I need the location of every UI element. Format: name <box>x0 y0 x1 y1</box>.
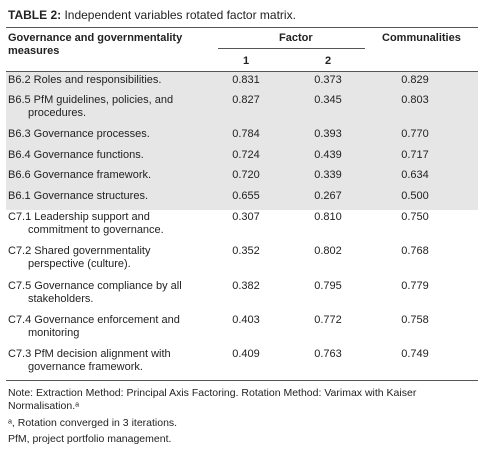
factor-2-loading: 0.795 <box>314 280 342 292</box>
communality-value: 0.750 <box>401 211 429 223</box>
factor-2-loading: 0.393 <box>314 128 342 140</box>
factor-1-loading: 0.784 <box>232 128 260 140</box>
bottom-rule <box>6 380 478 381</box>
top-rule <box>6 27 478 28</box>
row-label-line1: B6.5 PfM guidelines, policies, and <box>8 94 174 106</box>
factor-1-loading: 0.655 <box>232 190 260 202</box>
factor-2-loading: 0.439 <box>314 149 342 161</box>
factor-2-loading: 0.763 <box>314 348 342 360</box>
caption-text: Independent variables rotated factor mat… <box>64 8 296 22</box>
row-label-line2: commitment to governance. <box>28 224 164 236</box>
note-line2: Normalisation.ᵃ <box>8 400 80 412</box>
communality-value: 0.779 <box>401 280 429 292</box>
row-label: B6.4 Governance functions. <box>8 149 208 162</box>
factor-1-loading: 0.382 <box>232 280 260 292</box>
row-label-line1: B6.2 Roles and responsibilities. <box>8 74 162 86</box>
row-label: B6.6 Governance framework. <box>8 169 208 182</box>
communality-value: 0.758 <box>401 314 429 326</box>
factor-2-loading: 0.345 <box>314 94 342 106</box>
row-label: C7.1 Leadership support and commitment to… <box>8 211 208 237</box>
caption-label: TABLE 2: <box>8 8 62 22</box>
row-label-line1: C7.1 Leadership support and <box>8 211 150 223</box>
factor-2-loading: 0.267 <box>314 190 342 202</box>
row-label-line2: governance framework. <box>28 361 143 373</box>
header-factor: Factor <box>279 32 313 44</box>
factor-1-loading: 0.827 <box>232 94 260 106</box>
factor-2-loading: 0.373 <box>314 74 342 86</box>
footnote-a: ᵃ, Rotation converged in 3 iterations. <box>8 417 178 429</box>
row-label-line2: stakeholders. <box>28 293 94 305</box>
row-label-line1: B6.4 Governance functions. <box>8 149 144 161</box>
row-label-line2: procedures. <box>28 107 87 119</box>
header-measures-line1: Governance and governmentality <box>8 32 183 44</box>
communality-value: 0.768 <box>401 245 429 257</box>
factor-underline <box>218 48 365 49</box>
row-label-line1: B6.6 Governance framework. <box>8 169 152 181</box>
factor-1-loading: 0.720 <box>232 169 260 181</box>
factor-1-loading: 0.352 <box>232 245 260 257</box>
row-label: C7.4 Governance enforcement and monitorin… <box>8 314 208 340</box>
header-measures-line2: measures <box>8 45 60 57</box>
row-label-line1: B6.1 Governance structures. <box>8 190 149 202</box>
communality-value: 0.749 <box>401 348 429 360</box>
row-label-line2: monitoring <box>28 327 80 339</box>
communality-value: 0.803 <box>401 94 429 106</box>
row-label-line1: C7.5 Governance compliance by all <box>8 280 182 292</box>
shaded-block-b6 <box>6 72 478 210</box>
table-caption: TABLE 2: Independent variables rotated f… <box>8 8 296 22</box>
row-label-line1: C7.4 Governance enforcement and <box>8 314 180 326</box>
row-label: C7.2 Shared governmentality perspective (… <box>8 245 208 271</box>
header-factor-1: 1 <box>242 55 250 67</box>
factor-1-loading: 0.724 <box>232 149 260 161</box>
header-factor-2: 2 <box>324 55 332 67</box>
communality-value: 0.829 <box>401 74 429 86</box>
row-label: C7.3 PfM decision alignment with governan… <box>8 348 208 374</box>
factor-2-loading: 0.339 <box>314 169 342 181</box>
note-line1: Note: Extraction Method: Principal Axis … <box>8 387 417 399</box>
factor-2-loading: 0.772 <box>314 314 342 326</box>
row-label-line1: C7.2 Shared governmentality <box>8 245 151 257</box>
row-label-line1: C7.3 PfM decision alignment with <box>8 348 171 360</box>
row-label: C7.5 Governance compliance by all stakeho… <box>8 280 208 306</box>
row-label: B6.5 PfM guidelines, policies, and proced… <box>8 94 208 120</box>
factor-1-loading: 0.831 <box>232 74 260 86</box>
row-label: B6.3 Governance processes. <box>8 128 208 141</box>
row-label: B6.2 Roles and responsibilities. <box>8 74 208 87</box>
header-measures: Governance and governmentality measures <box>8 32 182 58</box>
factor-1-loading: 0.409 <box>232 348 260 360</box>
factor-2-loading: 0.802 <box>314 245 342 257</box>
row-label-line1: B6.3 Governance processes. <box>8 128 150 140</box>
footnote-abbrev: PfM, project portfolio management. <box>8 433 172 445</box>
communality-value: 0.634 <box>401 169 429 181</box>
communality-value: 0.500 <box>401 190 429 202</box>
header-communalities: Communalities <box>382 32 461 44</box>
communality-value: 0.717 <box>401 149 429 161</box>
factor-1-loading: 0.307 <box>232 211 260 223</box>
factor-2-loading: 0.810 <box>314 211 342 223</box>
row-label-line2: perspective (culture). <box>28 258 131 270</box>
row-label: B6.1 Governance structures. <box>8 190 208 203</box>
factor-1-loading: 0.403 <box>232 314 260 326</box>
header-rule <box>6 71 478 72</box>
communality-value: 0.770 <box>401 128 429 140</box>
table-note: Note: Extraction Method: Principal Axis … <box>8 387 478 413</box>
